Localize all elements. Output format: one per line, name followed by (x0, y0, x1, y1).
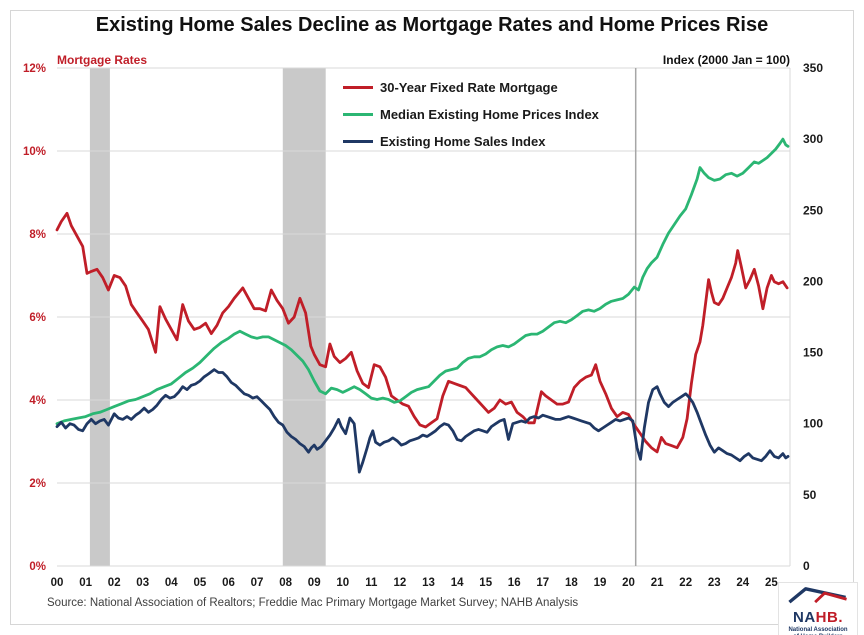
home-prices-index-line (55, 137, 790, 426)
y-right-tick-label: 200 (803, 274, 823, 288)
y-left-tick-label: 12% (23, 63, 46, 75)
logo-period: . (838, 609, 843, 626)
x-tick-label: 06 (222, 577, 235, 589)
nahb-logo: NAHB. National Association of Home Build… (778, 582, 858, 635)
x-tick-label: 24 (736, 577, 749, 589)
home-sales-index-line (55, 368, 790, 474)
y-right-tick-label: 150 (803, 346, 823, 360)
legend-label: Median Existing Home Prices Index (380, 106, 599, 122)
y-right-tick-label: 50 (803, 488, 817, 502)
page-title: Existing Home Sales Decline as Mortgage … (95, 14, 769, 36)
x-tick-label: 05 (194, 577, 207, 589)
x-tick-label: 21 (651, 577, 664, 589)
source-note: Source: National Association of Realtors… (47, 597, 579, 609)
x-tick-label: 02 (108, 577, 121, 589)
x-tick-label: 07 (251, 577, 264, 589)
legend-item-home-sales: Existing Home Sales Index (343, 133, 599, 149)
logo-acronym-hb: HB (815, 609, 839, 626)
mortgage-rate-line-swatch (343, 85, 373, 89)
legend-item-home-prices: Median Existing Home Prices Index (343, 106, 599, 122)
y-left-tick-label: 10% (23, 146, 46, 158)
y-left-tick-label: 6% (29, 312, 46, 324)
x-tick-label: 16 (508, 577, 521, 589)
x-tick-label: 22 (679, 577, 692, 589)
x-tick-label: 19 (594, 577, 607, 589)
x-tick-label: 12 (394, 577, 407, 589)
y-right-tick-label: 0 (803, 559, 810, 573)
x-tick-label: 11 (365, 577, 378, 589)
y-right-tick-label: 300 (803, 132, 823, 146)
logo-subtext-line1: National Association (788, 626, 848, 633)
legend-label: Existing Home Sales Index (380, 133, 546, 149)
left-axis-title: Mortgage Rates (57, 53, 148, 67)
x-tick-label: 00 (51, 577, 64, 589)
logo-subtext-line2: of Home Builders (779, 634, 857, 635)
x-tick-label: 04 (165, 577, 178, 589)
legend: 30-Year Fixed Rate Mortgage Median Exist… (343, 79, 599, 149)
home-prices-line-swatch (343, 112, 373, 116)
y-right-tick-label: 100 (803, 417, 823, 431)
logo-acronym: NAHB. (779, 610, 857, 626)
x-tick-label: 18 (565, 577, 578, 589)
x-tick-label: 23 (708, 577, 721, 589)
x-tick-label: 15 (479, 577, 492, 589)
x-tick-label: 08 (279, 577, 292, 589)
x-tick-label: 10 (336, 577, 349, 589)
logo-acronym-na: NA (792, 609, 816, 626)
legend-item-mortgage-rate: 30-Year Fixed Rate Mortgage (343, 79, 599, 95)
home-sales-line-swatch (343, 139, 373, 143)
x-tick-label: 03 (136, 577, 149, 589)
logo-subtext: National Association of Home Builders (779, 627, 857, 635)
y-left-tick-label: 8% (29, 229, 46, 241)
x-tick-label: 01 (79, 577, 92, 589)
x-tick-label: 17 (536, 577, 549, 589)
x-tick-label: 13 (422, 577, 435, 589)
y-right-tick-label: 250 (803, 203, 823, 217)
x-tick-label: 25 (765, 577, 778, 589)
x-tick-label: 20 (622, 577, 635, 589)
mortgage-rate-line (55, 211, 789, 454)
right-axis-title: Index (2000 Jan = 100) (662, 53, 790, 67)
y-left-tick-label: 4% (29, 395, 46, 407)
y-left-tick-label: 2% (29, 478, 46, 490)
x-tick-label: 09 (308, 577, 321, 589)
legend-label: 30-Year Fixed Rate Mortgage (380, 79, 558, 95)
y-right-tick-label: 350 (803, 61, 823, 75)
y-left-tick-label: 0% (29, 561, 46, 573)
x-tick-label: 14 (451, 577, 464, 589)
house-roof-icon (788, 587, 847, 604)
